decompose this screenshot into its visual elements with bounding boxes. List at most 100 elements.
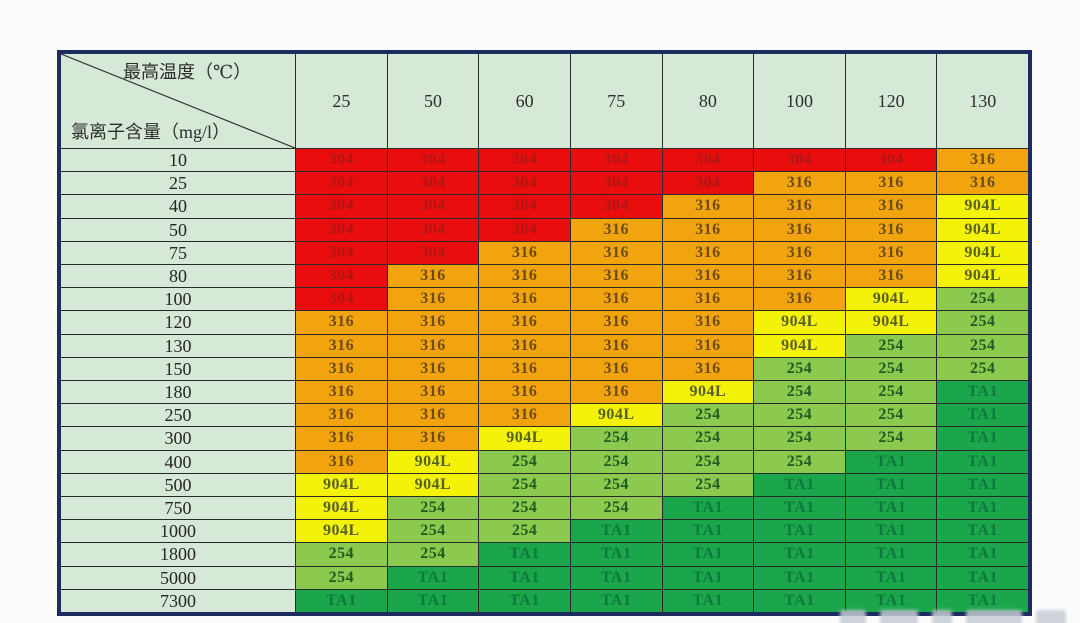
chloride-row-label-5000: 5000	[61, 566, 295, 589]
material-cell-r1000-c130: TA1	[937, 520, 1028, 543]
material-cell-r300-c60: 904L	[479, 427, 570, 450]
material-cell-r400-c120: TA1	[845, 450, 937, 473]
material-cell-r150-c80: 316	[662, 357, 754, 380]
material-cell-r5000-c60: TA1	[479, 566, 570, 589]
material-cell-r250-c80: 254	[662, 404, 754, 427]
material-cell-r100-c130: 254	[937, 288, 1028, 311]
material-cell-r25-c100: 316	[754, 172, 845, 195]
material-cell-r75-c25: 304	[296, 241, 387, 264]
material-cell-r130-c60: 316	[479, 334, 570, 357]
material-cell-r400-c25: 316	[296, 450, 387, 473]
material-cell-r100-c60: 316	[479, 288, 570, 311]
material-cell-r40-c130: 904L	[937, 195, 1028, 218]
material-cell-r300-c130: TA1	[937, 427, 1028, 450]
chloride-row-label-300: 300	[61, 427, 295, 450]
material-cell-r120-c120: 904L	[845, 311, 937, 334]
material-cell-r750-c130: TA1	[937, 497, 1028, 520]
material-cell-r180-c120: 254	[845, 381, 937, 404]
material-cell-r80-c25: 304	[296, 265, 387, 288]
material-cell-r10-c100: 304	[754, 149, 845, 172]
material-cell-r150-c120: 254	[845, 357, 937, 380]
material-cell-r120-c25: 316	[296, 311, 387, 334]
material-cell-r7300-c120: TA1	[845, 589, 937, 612]
material-cell-r1000-c25: 904L	[296, 520, 387, 543]
material-cell-r25-c80: 304	[662, 172, 754, 195]
heatmap-grid: 最高温度（℃） 氯离子含量（mg/l） 25 50 60 75 80 100 120 130 1…	[61, 54, 1028, 612]
material-cell-r10-c50: 304	[387, 149, 479, 172]
material-cell-r10-c120: 304	[845, 149, 937, 172]
material-cell-r120-c100: 904L	[754, 311, 845, 334]
chloride-row-label-500: 500	[61, 473, 295, 496]
material-cell-r25-c75: 304	[570, 172, 662, 195]
material-cell-r750-c75: 254	[570, 497, 662, 520]
material-cell-r1800-c80: TA1	[662, 543, 754, 566]
material-cell-r500-c100: TA1	[754, 473, 845, 496]
temp-header-120: 120	[845, 54, 937, 148]
chloride-row-label-180: 180	[61, 381, 295, 404]
material-cell-r75-c100: 316	[754, 241, 845, 264]
material-cell-r5000-c75: TA1	[570, 566, 662, 589]
material-cell-r150-c60: 316	[479, 357, 570, 380]
temp-header-100: 100	[754, 54, 845, 148]
material-cell-r1800-c120: TA1	[845, 543, 937, 566]
material-cell-r75-c120: 316	[845, 241, 937, 264]
material-cell-r400-c60: 254	[479, 450, 570, 473]
material-cell-r180-c60: 316	[479, 381, 570, 404]
material-cell-r180-c50: 316	[387, 381, 479, 404]
material-cell-r500-c25: 904L	[296, 473, 387, 496]
material-cell-r120-c75: 316	[570, 311, 662, 334]
material-cell-r750-c80: TA1	[662, 497, 754, 520]
material-cell-r500-c130: TA1	[937, 473, 1028, 496]
material-cell-r5000-c25: 254	[296, 566, 387, 589]
material-cell-r50-c50: 304	[387, 218, 479, 241]
corner-header-cell: 最高温度（℃） 氯离子含量（mg/l）	[61, 54, 295, 148]
material-cell-r1800-c100: TA1	[754, 543, 845, 566]
material-cell-r80-c50: 316	[387, 265, 479, 288]
temp-header-80: 80	[662, 54, 754, 148]
material-cell-r750-c50: 254	[387, 497, 479, 520]
material-cell-r250-c60: 316	[479, 404, 570, 427]
material-cell-r40-c50: 304	[387, 195, 479, 218]
material-cell-r5000-c130: TA1	[937, 566, 1028, 589]
material-cell-r50-c120: 316	[845, 218, 937, 241]
material-cell-r100-c120: 904L	[845, 288, 937, 311]
chloride-row-label-400: 400	[61, 450, 295, 473]
material-cell-r5000-c100: TA1	[754, 566, 845, 589]
chloride-row-label-40: 40	[61, 195, 295, 218]
chloride-row-label-50: 50	[61, 218, 295, 241]
material-cell-r75-c50: 304	[387, 241, 479, 264]
y-axis-title: 氯离子含量（mg/l）	[71, 122, 231, 142]
material-cell-r180-c80: 904L	[662, 381, 754, 404]
material-cell-r1000-c60: 254	[479, 520, 570, 543]
material-cell-r130-c25: 316	[296, 334, 387, 357]
material-cell-r100-c50: 316	[387, 288, 479, 311]
material-cell-r120-c80: 316	[662, 311, 754, 334]
material-cell-r40-c60: 304	[479, 195, 570, 218]
chloride-row-label-100: 100	[61, 288, 295, 311]
diagonal-divider-line	[61, 54, 295, 148]
material-cell-r150-c75: 316	[570, 357, 662, 380]
material-cell-r25-c60: 304	[479, 172, 570, 195]
material-cell-r1000-c120: TA1	[845, 520, 937, 543]
material-cell-r75-c60: 316	[479, 241, 570, 264]
material-cell-r180-c25: 316	[296, 381, 387, 404]
material-cell-r50-c25: 304	[296, 218, 387, 241]
chloride-row-label-150: 150	[61, 357, 295, 380]
material-selection-table: 最高温度（℃） 氯离子含量（mg/l） 25 50 60 75 80 100 120 130 1…	[57, 50, 1032, 616]
material-cell-r40-c120: 316	[845, 195, 937, 218]
material-cell-r40-c75: 304	[570, 195, 662, 218]
material-cell-r7300-c50: TA1	[387, 589, 479, 612]
material-cell-r150-c100: 254	[754, 357, 845, 380]
material-cell-r300-c75: 254	[570, 427, 662, 450]
material-cell-r50-c100: 316	[754, 218, 845, 241]
material-cell-r130-c100: 904L	[754, 334, 845, 357]
material-cell-r40-c80: 316	[662, 195, 754, 218]
material-cell-r5000-c120: TA1	[845, 566, 937, 589]
material-cell-r1000-c50: 254	[387, 520, 479, 543]
material-cell-r1000-c80: TA1	[662, 520, 754, 543]
material-cell-r25-c120: 316	[845, 172, 937, 195]
material-cell-r1000-c75: TA1	[570, 520, 662, 543]
temp-header-130: 130	[937, 54, 1028, 148]
material-cell-r40-c100: 316	[754, 195, 845, 218]
